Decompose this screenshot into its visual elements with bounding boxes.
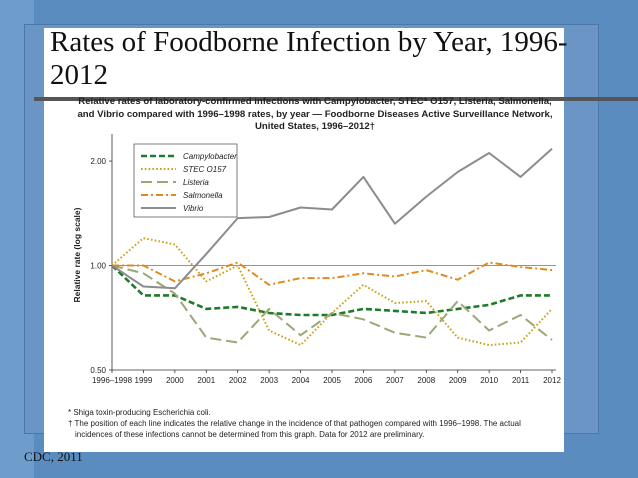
y-tick-label: 1.00 <box>90 262 106 271</box>
legend-label: Campylobacter <box>183 152 237 161</box>
x-tick-label: 2011 <box>512 376 530 385</box>
x-tick-label: 2012 <box>543 376 561 385</box>
footnote-3: incidences of these infections cannot be… <box>75 430 425 439</box>
chart-caption-line-1: Relative rates of laboratory-confirmed i… <box>78 96 552 107</box>
y-tick-label: 0.50 <box>90 366 106 375</box>
series-line-stec-o157 <box>111 237 553 347</box>
x-tick-label: 2004 <box>292 376 310 385</box>
x-tick-label: 1999 <box>135 376 153 385</box>
x-tick-label: 1996–1998 <box>92 376 133 385</box>
chart-footnotes: * Shiga toxin-producing Escherichia coli… <box>68 407 558 440</box>
x-tick-label: 2001 <box>197 376 215 385</box>
chart-legend: Campylobacter STEC O157 Listeria Salmonella… <box>133 143 238 218</box>
x-tick-label: 2008 <box>417 376 435 385</box>
title-underline-rule <box>34 97 638 101</box>
x-tick-label: 2002 <box>229 376 247 385</box>
legend-label: STEC O157 <box>183 165 227 174</box>
series-line-vibrio <box>111 148 553 290</box>
footnote-1: * Shiga toxin-producing Escherichia coli… <box>68 408 211 417</box>
chart-caption-line-2: and Vibrio compared with 1996–1998 rates… <box>77 108 553 120</box>
x-tick-label: 2010 <box>480 376 498 385</box>
x-tick-label: 2006 <box>355 376 373 385</box>
x-tick-label: 2003 <box>260 376 278 385</box>
source-credit: CDC, 2011 <box>24 449 83 464</box>
legend-label: Vibrio <box>183 204 204 213</box>
x-tick-label: 2005 <box>323 376 341 385</box>
series-line-listeria <box>111 264 553 344</box>
legend-label: Listeria <box>183 178 209 187</box>
y-axis-label: Relative rate (log scale) <box>72 207 82 302</box>
series-line-campylobacter <box>111 264 552 317</box>
x-tick-label: 2009 <box>449 376 467 385</box>
chart-caption-line-3: United States, 1996–2012† <box>255 121 375 132</box>
legend-label: Salmonella <box>183 191 223 200</box>
x-tick-label: 2007 <box>386 376 404 385</box>
series-line-salmonella <box>112 261 553 286</box>
x-tick-label: 2000 <box>166 376 184 385</box>
y-tick-label: 2.00 <box>90 157 106 166</box>
footnote-2: † The position of each line indicates th… <box>68 419 521 428</box>
chart-caption: Relative rates of laboratory-confirmed i… <box>70 96 560 134</box>
slide-title: Rates of Foodborne Infection by Year, 19… <box>50 26 568 91</box>
